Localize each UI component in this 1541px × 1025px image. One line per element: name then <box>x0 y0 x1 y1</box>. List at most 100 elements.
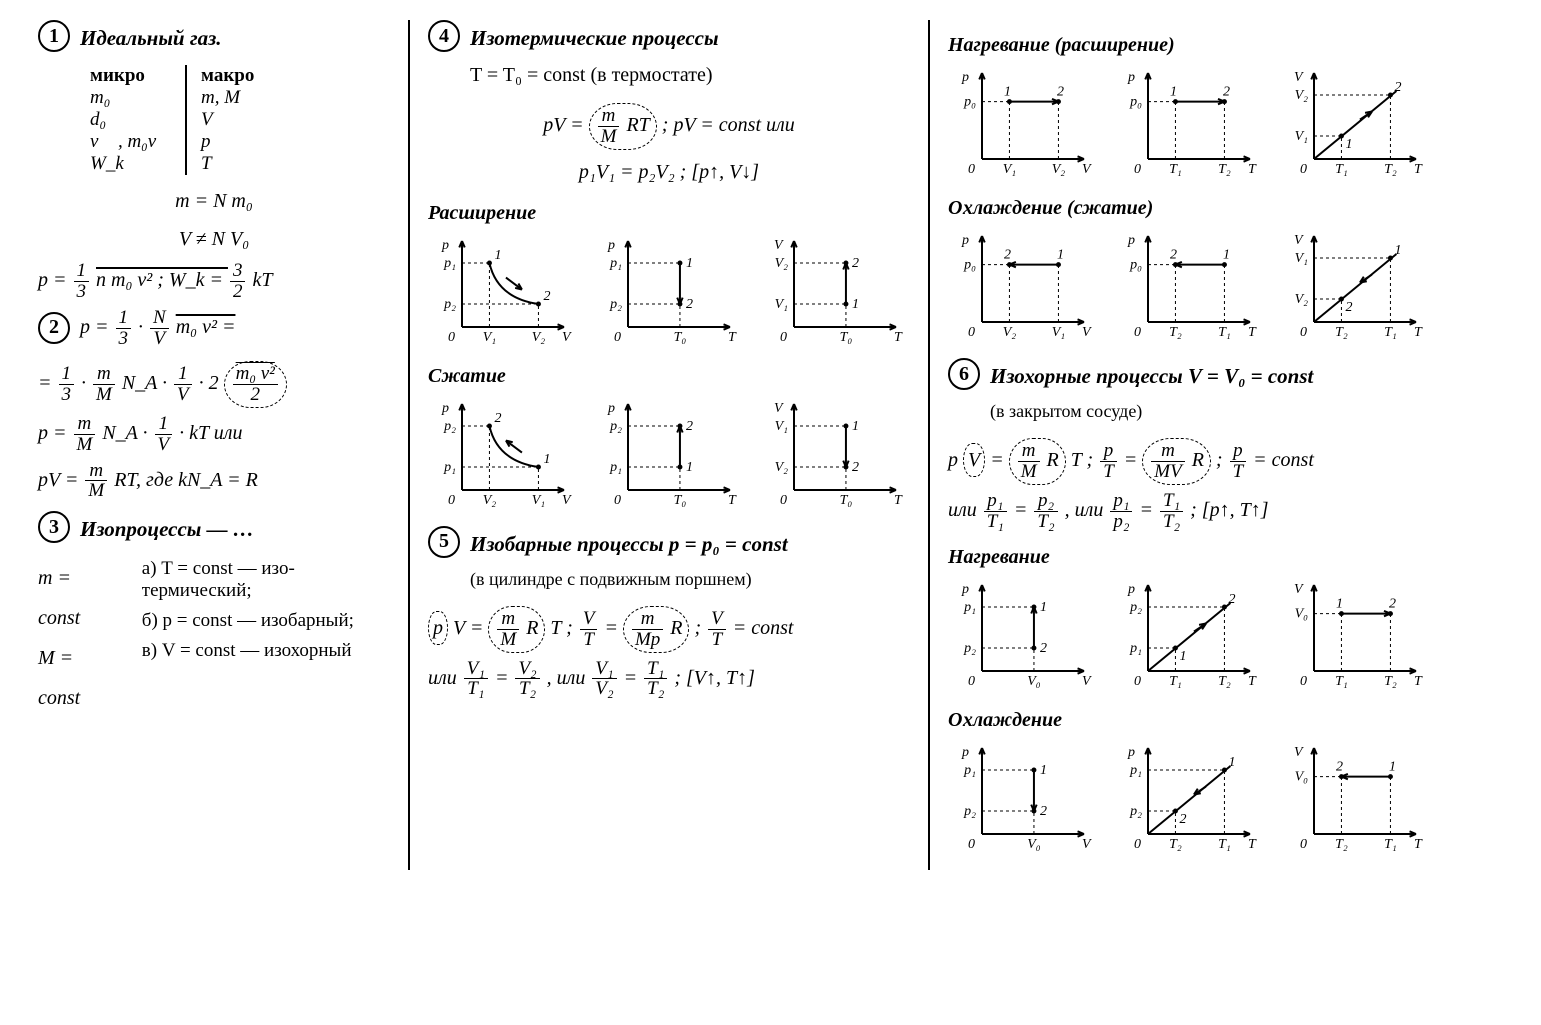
svg-text:T₁: T₁ <box>1335 162 1348 177</box>
svg-text:V: V <box>1082 674 1092 689</box>
s6-eq1: p V = mM R T ; pT = mMV R ; pT = const <box>948 438 1503 485</box>
svg-text:p: p <box>961 582 969 597</box>
eq-deriv-3: p = mM N_A · 1V · kT или <box>38 414 390 455</box>
svg-text:2: 2 <box>1004 248 1011 263</box>
svg-text:0: 0 <box>1134 162 1141 177</box>
isochor-heat-title: Нагревание <box>948 546 1503 569</box>
svg-text:p₂: p₂ <box>443 297 456 312</box>
svg-text:1: 1 <box>1336 596 1343 611</box>
svg-text:2: 2 <box>1057 85 1064 100</box>
svg-text:p₁: p₁ <box>1129 641 1142 656</box>
isobar-heat-title: Нагревание (расширение) <box>948 34 1503 57</box>
svg-text:0: 0 <box>1300 162 1307 177</box>
svg-text:1: 1 <box>686 256 693 271</box>
section-6-title: Изохорные процессы V = V₀ = const <box>990 364 1313 389</box>
svg-text:0: 0 <box>614 493 621 508</box>
svg-text:V₀: V₀ <box>1295 769 1309 784</box>
svg-text:p₂: p₂ <box>1129 600 1142 615</box>
svg-text:T₀: T₀ <box>840 330 853 345</box>
svg-text:2: 2 <box>1223 85 1230 100</box>
micro-3: W_k <box>90 153 171 175</box>
svg-text:1: 1 <box>1345 137 1352 152</box>
svg-text:1: 1 <box>494 248 501 263</box>
svg-text:T: T <box>1414 162 1423 177</box>
svg-text:V: V <box>1082 837 1092 852</box>
s6-eq2: или p₁T₁ = p₂T₂ , или p₁p₂ = T₁T₂ ; [p↑,… <box>948 491 1503 532</box>
iso-a: а) T = const — изо­термический; <box>142 558 390 602</box>
svg-text:2: 2 <box>1228 592 1235 607</box>
svg-text:T₁: T₁ <box>1218 325 1231 340</box>
svg-text:2: 2 <box>1336 759 1343 774</box>
eq-v-nv0: V ≠ N V₀ <box>38 223 390 255</box>
mini-graph: pV012p₁p₂V₀ <box>948 575 1098 695</box>
svg-text:0: 0 <box>448 330 455 345</box>
svg-text:2: 2 <box>543 289 550 304</box>
mini-graph: pV012p₀V₁V₂ <box>948 63 1098 183</box>
svg-text:T₀: T₀ <box>674 493 687 508</box>
svg-text:0: 0 <box>968 325 975 340</box>
svg-text:0: 0 <box>1134 837 1141 852</box>
svg-text:2: 2 <box>852 256 859 271</box>
svg-text:V: V <box>1294 70 1304 85</box>
svg-text:V: V <box>1294 233 1304 248</box>
svg-text:1: 1 <box>1394 243 1401 258</box>
svg-text:2: 2 <box>686 297 693 312</box>
mini-graph: pV021p₂p₁V₂V₁ <box>428 394 578 514</box>
svg-text:V₁: V₁ <box>775 419 788 434</box>
svg-text:T₁: T₁ <box>1384 325 1397 340</box>
svg-text:V₂: V₂ <box>1295 292 1309 307</box>
svg-text:V₂: V₂ <box>532 330 546 345</box>
eq-m-nm0: m = N m₀ <box>38 185 390 217</box>
section-1-title: Идеальный газ. <box>80 26 222 51</box>
column-1: 1 Идеальный газ. микро m₀ d₀ v⃗ , m₀v⃗ W… <box>20 20 410 870</box>
mini-graph: pT021p₀T₂T₁ <box>1114 226 1264 346</box>
svg-text:p₀: p₀ <box>1129 95 1142 110</box>
svg-text:2: 2 <box>1040 804 1047 819</box>
section-5-title: Изобарные процессы p = p₀ = const <box>470 532 788 557</box>
isobar-cool-title: Охлаждение (сжатие) <box>948 197 1503 220</box>
svg-text:V₁: V₁ <box>1052 325 1065 340</box>
svg-text:1: 1 <box>852 297 859 312</box>
compression-title: Сжатие <box>428 365 910 388</box>
s5-eq1: p V = mM R T ; VT = mMp R ; VT = const <box>428 606 910 653</box>
svg-text:p: p <box>961 745 969 760</box>
isochor-heat-graphs: pV012p₁p₂V₀pT012p₁p₂T₁T₂VT012V₀T₁T₂ <box>948 575 1503 695</box>
svg-text:0: 0 <box>1300 837 1307 852</box>
svg-text:p₂: p₂ <box>609 297 622 312</box>
svg-text:T: T <box>1248 674 1257 689</box>
svg-text:0: 0 <box>968 837 975 852</box>
svg-text:p₁: p₁ <box>609 256 622 271</box>
svg-text:T₁: T₁ <box>1218 837 1231 852</box>
macro-0: m, M <box>201 87 254 109</box>
svg-text:p₂: p₂ <box>609 419 622 434</box>
mini-graph: pT021p₂p₁T₀ <box>594 394 744 514</box>
svg-text:T₂: T₂ <box>1335 325 1348 340</box>
svg-text:2: 2 <box>852 460 859 475</box>
svg-text:1: 1 <box>1228 755 1235 770</box>
svg-text:1: 1 <box>1004 85 1011 100</box>
column-3: Нагревание (расширение) p V 0 1 2 p₀ V₁ V₂ p T 0 1 2… <box>930 20 1521 870</box>
s4-compression-graphs: pV021p₂p₁V₂V₁pT021p₂p₁T₀VT012V₁V₂T₀ <box>428 394 910 514</box>
svg-text:p: p <box>1127 233 1135 248</box>
isoprocess-list: m = const M = const а) T = const — изо­т… <box>38 558 390 718</box>
svg-text:1: 1 <box>686 460 693 475</box>
s5-eq2: или V₁T₁ = V₂T₂ , или V₁V₂ = T₁T₂ ; [V↑,… <box>428 659 910 700</box>
section-4-title: Изотермические процессы <box>470 26 719 51</box>
svg-text:T₀: T₀ <box>840 493 853 508</box>
svg-text:T: T <box>894 330 903 345</box>
mini-graph: pT012p₁p₂T₀ <box>594 231 744 351</box>
eq-p-kinetic: p = 13 n m₀ v² ; W_k = 32 kT <box>38 261 390 302</box>
svg-text:T₂: T₂ <box>1218 674 1231 689</box>
micro-header: микро <box>90 65 171 87</box>
svg-text:2: 2 <box>494 411 501 426</box>
macro-1: V <box>201 109 254 131</box>
svg-text:V: V <box>774 401 784 416</box>
svg-text:V₂: V₂ <box>483 493 497 508</box>
eq-deriv-2: = 13 · mM N_A · 1V · 2 m₀ v²2 <box>38 361 390 408</box>
svg-text:V: V <box>562 330 572 345</box>
svg-text:p: p <box>1127 582 1135 597</box>
svg-text:V: V <box>1082 162 1092 177</box>
svg-text:T: T <box>1414 325 1423 340</box>
mini-graph: pV012p₁p₂V₀ <box>948 738 1098 858</box>
svg-text:1: 1 <box>1170 85 1177 100</box>
